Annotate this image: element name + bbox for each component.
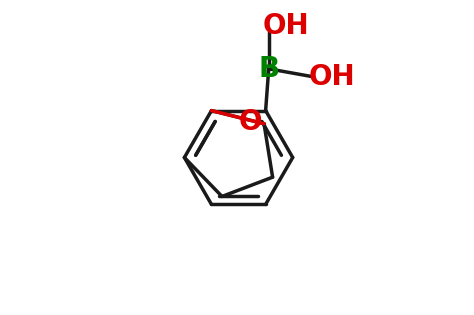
Text: B: B — [258, 55, 279, 83]
Text: OH: OH — [309, 63, 356, 91]
Text: O: O — [238, 108, 262, 136]
Text: OH: OH — [263, 12, 309, 40]
